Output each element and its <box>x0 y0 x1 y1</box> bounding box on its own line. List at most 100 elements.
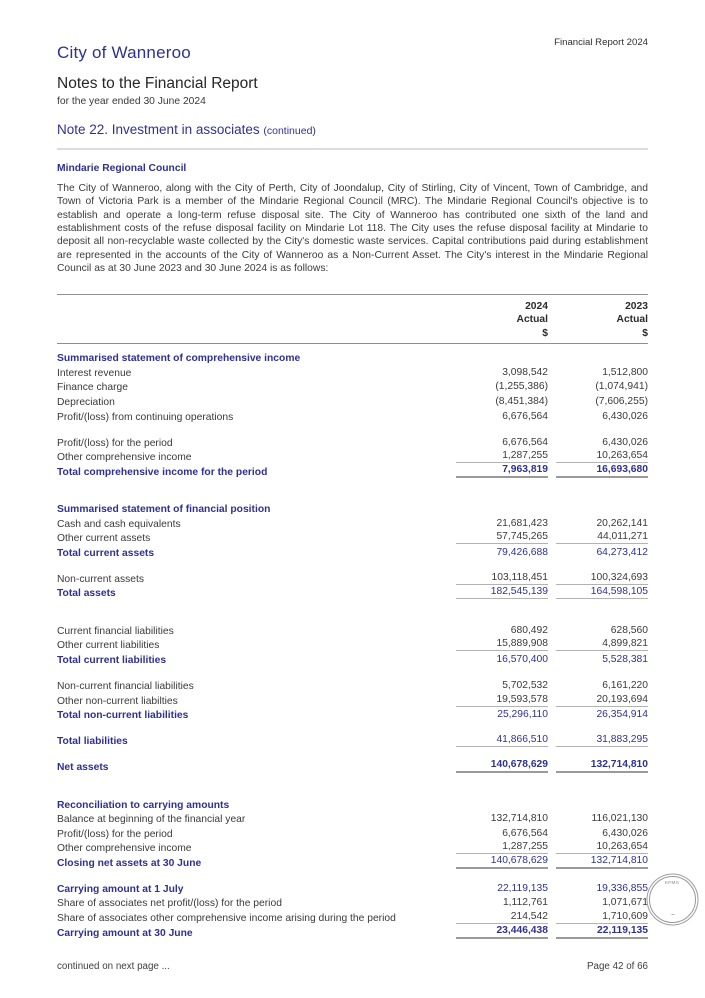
table-row: Other comprehensive income 1,287,255 10,26… <box>57 449 648 464</box>
amount-cell-2023: 1,071,671 <box>602 897 648 909</box>
amount-cell-2023: 10,263,654 <box>556 450 648 464</box>
amount-cell-2023: (1,074,941) <box>595 381 648 393</box>
table-header-unit-row: $ $ <box>57 325 648 339</box>
row-label: Non-current financial liabilities <box>57 681 194 692</box>
amount-cell-2024: 680,492 <box>510 624 548 636</box>
amount-cell-2024: 1,287,255 <box>456 841 548 855</box>
row-label: Cash and cash equivalents <box>57 518 181 530</box>
amount-cell-2023: 1,710,609 <box>556 911 648 925</box>
page-footer: continued on next page ... Page 42 of 66 <box>57 961 648 972</box>
amount-cell-2023: 116,021,130 <box>591 813 649 825</box>
table-spacer-row <box>57 785 648 796</box>
amount-cell-2023: 5,528,381 <box>602 654 648 666</box>
row-label: Other current assets <box>57 533 151 545</box>
amount-cell-2024: 79,426,688 <box>496 546 548 558</box>
table-spacer-row <box>57 611 648 622</box>
amount-cell-2024: 1,112,761 <box>502 897 548 909</box>
page-title: Notes to the Financial Report <box>57 75 258 92</box>
row-label: Closing net assets at 30 June <box>57 857 202 869</box>
table-row: Current financial liabilities 680,492 628,… <box>57 622 648 637</box>
amount-cell-2024: 3,098,542 <box>502 366 548 378</box>
table-row: Total comprehensive income for the perio… <box>57 463 648 478</box>
table-spacer-row <box>57 489 648 500</box>
amount-cell-2024: 6,676,564 <box>502 410 548 422</box>
row-label: Interest revenue <box>57 367 132 379</box>
table-row: Net assets 140,678,629 132,714,810 <box>57 759 648 774</box>
amount-cell-2024: 103,118,451 <box>456 572 548 585</box>
table-row: Balance at beginning of the financial ye… <box>57 811 649 825</box>
amount-cell-2023: 20,193,694 <box>556 694 648 707</box>
row-label: Finance charge <box>57 382 128 394</box>
row-label: Summarised statement of comprehensive in… <box>57 353 301 365</box>
row-label: Total liabilities <box>57 736 128 748</box>
amount-cell-2023: 164,598,105 <box>556 586 648 600</box>
row-label: Carrying amount at 1 July <box>57 883 184 895</box>
table-row: Profit/(loss) from continuing operations… <box>57 408 648 423</box>
amount-cell-2024: 16,570,400 <box>496 654 548 666</box>
table-row: Other current assets 57,745,265 44,011,271 <box>57 530 648 545</box>
amount-cell-2023: 6,430,026 <box>602 827 648 839</box>
note-heading: Note 22. Investment in associates (conti… <box>57 122 648 137</box>
amount-cell-2024: (1,255,386) <box>495 381 548 393</box>
financial-table: 2024 2023 Actual Actual $ $ Summarised s… <box>57 294 648 939</box>
row-label: Share of associates net profit/(loss) fo… <box>57 898 282 910</box>
page-subtitle: for the year ended 30 June 2024 <box>57 96 206 107</box>
row-label: Other current liabilities <box>57 640 160 652</box>
table-row: Cash and cash equivalents 21,681,423 20,26… <box>57 515 648 530</box>
amount-cell-2023: 100,324,693 <box>556 572 648 585</box>
table-row: Share of associates other comprehensive … <box>57 909 648 925</box>
table-row: Interest revenue 3,098,542 1,512,800 <box>57 364 648 379</box>
table-row: Profit/(loss) for the period 6,676,564 6,4… <box>57 825 648 840</box>
amount-cell-2023: 26,354,914 <box>596 709 648 721</box>
amount-cell-2024: 7,963,819 <box>456 464 548 478</box>
table-row: Total current liabilities 16,570,400 5,528… <box>57 651 648 666</box>
amount-cell-2023: 1,512,800 <box>602 366 648 378</box>
amount-cell-2024: 132,714,810 <box>490 813 548 825</box>
row-label: Other comprehensive income <box>57 452 192 464</box>
table-body: Summarised statement of comprehensive in… <box>57 350 648 939</box>
footer-page-number: Page 42 of 66 <box>586 961 648 972</box>
table-row: Other non-current liabilties 19,593,578 20… <box>57 692 648 707</box>
column-unit-2024: $ <box>542 327 548 339</box>
amount-cell-2024: 19,593,578 <box>456 694 548 707</box>
amount-cell-2023: 6,430,026 <box>602 436 648 448</box>
note-title: Note 22. Investment in associates <box>57 122 260 137</box>
row-label: Reconciliation to carrying amounts <box>57 799 230 811</box>
table-section-heading: Reconciliation to carrying amounts <box>57 796 648 811</box>
row-label: Total comprehensive income for the perio… <box>57 466 268 478</box>
row-label: Other comprehensive income <box>57 843 192 855</box>
table-spacer-row <box>57 721 648 732</box>
amount-cell-2023: 16,693,680 <box>556 464 648 478</box>
table-spacer-row <box>57 423 648 434</box>
row-label: Other non-current liabilties <box>57 695 178 707</box>
amount-cell-2023: (7,606,255) <box>595 395 648 407</box>
amount-cell-2023: 31,883,295 <box>556 734 648 748</box>
row-label: Current financial liabilities <box>57 625 174 637</box>
row-label: Total current liabilities <box>57 655 167 667</box>
amount-cell-2024: 214,542 <box>456 911 548 925</box>
table-row: Non-current financial liabilities 5,702,5… <box>57 677 648 692</box>
column-label-2023: Actual <box>616 314 648 326</box>
table-header-actual-row: Actual Actual <box>57 312 648 325</box>
row-label: Summarised statement of financial positi… <box>57 504 271 516</box>
amount-cell-2024: 23,446,438 <box>456 925 548 939</box>
amount-cell-2024: 22,119,135 <box>497 882 548 894</box>
amount-cell-2023: 10,263,654 <box>556 841 648 855</box>
amount-cell-2023: 132,714,810 <box>556 759 648 774</box>
amount-cell-2024: 5,702,532 <box>502 680 548 691</box>
stamp-label: KPMG <box>665 880 680 886</box>
note-continued-label: (continued) <box>263 125 316 137</box>
table-spacer-row <box>57 478 648 489</box>
amount-cell-2024: 182,545,139 <box>456 586 548 600</box>
table-row: Carrying amount at 1 July 22,119,135 19,33… <box>57 880 648 895</box>
row-label: Non-current assets <box>57 573 144 585</box>
amount-cell-2024: 140,678,629 <box>456 759 548 774</box>
table-header-year-row: 2024 2023 <box>57 298 648 312</box>
table-spacer-row <box>57 773 648 784</box>
amount-cell-2024: (8,451,384) <box>495 395 548 407</box>
table-section-heading: Summarised statement of financial positi… <box>57 501 648 516</box>
table-header: 2024 2023 Actual Actual $ $ <box>57 294 648 344</box>
section-heading: Mindarie Regional Council <box>57 163 187 174</box>
table-spacer-row <box>57 559 648 570</box>
